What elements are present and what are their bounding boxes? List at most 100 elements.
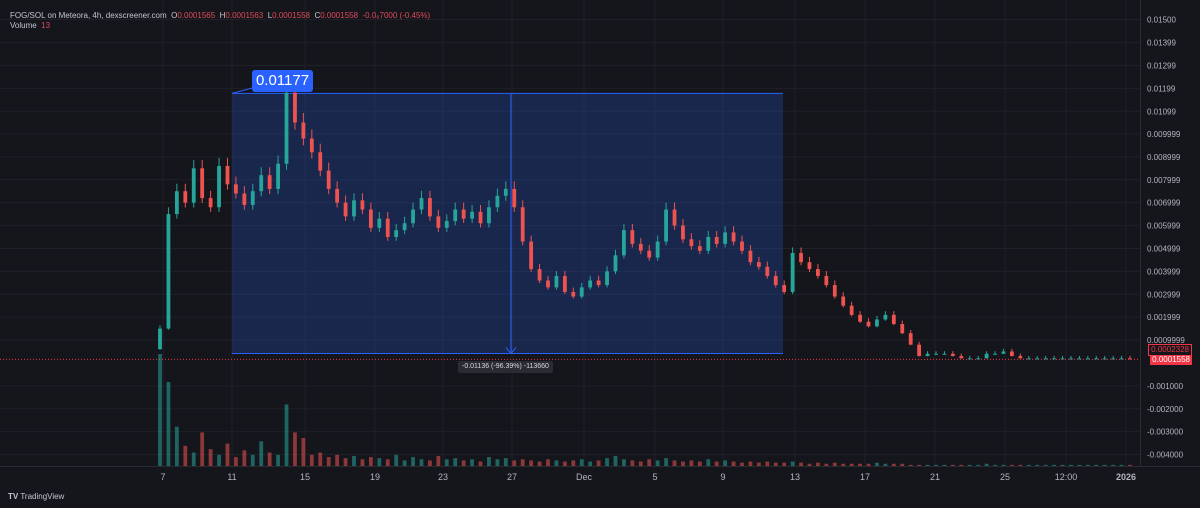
candle-body [579,287,584,297]
volume-bar [512,460,517,466]
close-label: C [314,11,321,20]
candle-body [1111,358,1116,360]
y-tick-label: 0.01299 [1147,61,1176,70]
x-tick-label: 15 [300,472,310,482]
candle-body [714,237,719,244]
x-tick-label: 5 [652,472,657,482]
x-tick-label: 2026 [1116,472,1136,482]
volume-bar [225,443,230,466]
candle-body [748,250,753,263]
candle-body [158,328,162,350]
y-tick-label: 0.01199 [1147,84,1176,93]
volume-bar [765,461,770,466]
volume-bar [419,459,424,466]
volume-bar [976,464,981,466]
volume-bar [858,463,862,466]
candle-body [200,168,205,199]
x-tick-label: 12:00 [1055,472,1078,482]
volume-bar [925,464,930,466]
candle-body [588,280,593,288]
volume-bar [377,458,382,466]
candle-body [208,198,213,208]
tradingview-brand[interactable]: TV TradingView [8,492,64,501]
candle-body [478,211,483,224]
tradingview-logo-icon: TV [8,492,19,501]
x-tick-label: 19 [370,472,380,482]
candle-body [605,271,609,286]
candle-body [1035,358,1040,360]
volume-bar [773,462,778,466]
volume-bar [1094,464,1099,466]
callout-leader [231,87,253,94]
candle-body [1026,358,1031,360]
candle-body [925,353,930,357]
symbol-label: FOG/SOL on Meteora, 4h, dexscreener.com [10,11,167,20]
volume-bar [672,460,677,466]
candle-body [959,356,964,359]
candle-body [1060,358,1065,360]
volume-bar [1035,464,1040,466]
candle-body [866,321,871,327]
volume-bar [1001,464,1006,466]
candle-body [1119,358,1124,360]
candle-body [984,353,989,359]
volume-bar [428,460,432,466]
y-tick-label: 0.008999 [1147,153,1181,162]
volume-bar [1069,464,1073,466]
range-arrow-head [505,347,517,355]
candle-body [672,209,677,226]
candle-body [706,237,711,251]
candle-body [1128,358,1132,360]
candle-body [950,353,955,357]
candle-body [782,285,787,292]
volume-bar [934,464,938,466]
volume-bar [832,462,837,466]
candle-body [428,198,432,217]
candle-body [816,269,820,276]
volume-bar [166,382,171,466]
candle-body [1043,358,1048,360]
candle-body [318,152,323,171]
candle-body [335,188,340,203]
candle-body [1010,351,1014,357]
candle-body [503,188,508,196]
volume-bar [866,463,871,466]
candle-body [394,230,399,237]
volume-bar [731,461,736,466]
candle-body [900,324,905,334]
volume-bar [436,455,441,466]
candle-body [1102,358,1107,360]
volume-bar [647,459,652,466]
volume-bar [562,461,567,466]
candle-body [613,255,618,272]
y-tick-label: -0.001000 [1147,382,1184,391]
candle-body [765,266,770,276]
volume-bar [368,457,373,466]
candle-body [824,275,829,286]
y-tick-label: -0.002000 [1147,405,1184,414]
volume-bar [1111,464,1116,466]
volume-bar [908,464,913,466]
measure-label: -0.01136 (-96.39%) -113660 [458,361,553,373]
candle-body [520,207,525,242]
candle-body [807,262,812,270]
volume-bar [748,461,753,466]
candle-body [1094,358,1099,360]
candle-body [487,207,491,224]
candle-body [377,218,382,228]
candle-body [259,175,264,192]
volume-bar [1026,464,1031,466]
candle-body [596,280,601,286]
candle-body [967,358,972,360]
candle-body [529,241,534,270]
candle-body [1069,358,1073,360]
x-tick-label: 21 [930,472,940,482]
range-box [231,87,783,355]
y-tick-label: 0.001999 [1147,313,1181,322]
open-value: 0.0001565 [177,11,216,20]
volume-bar [841,463,846,466]
volume-bar [259,441,264,466]
price-callout[interactable]: 0.01177 [252,70,313,92]
